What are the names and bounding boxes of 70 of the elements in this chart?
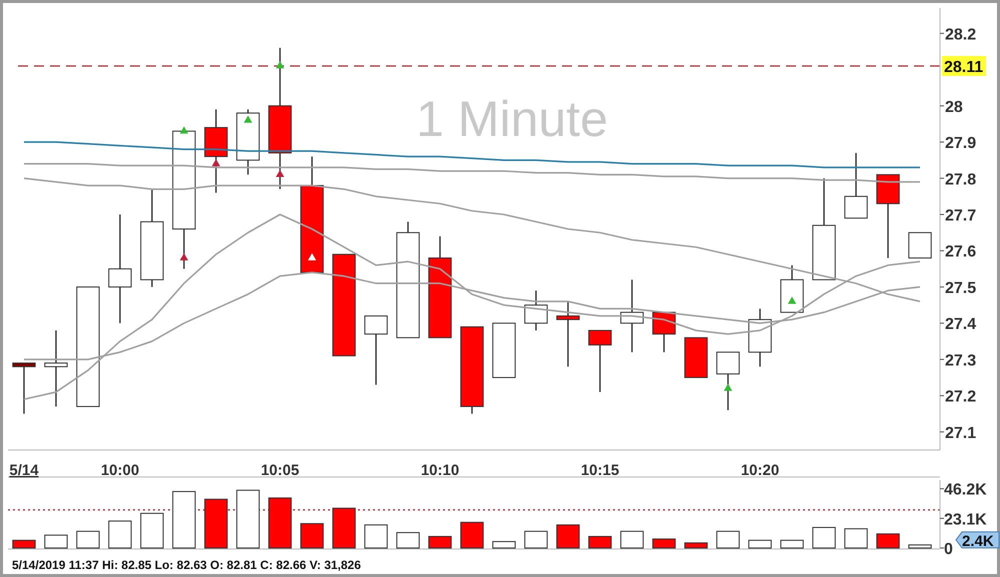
bar	[844, 528, 868, 548]
bar	[236, 490, 260, 548]
y-tick-label: 27.8	[945, 171, 976, 188]
bar	[364, 524, 388, 548]
y-tick-label: 27.6	[945, 244, 976, 261]
y-tick-label: 27.5	[945, 280, 976, 297]
point	[180, 253, 188, 260]
bar	[108, 520, 132, 548]
bar	[140, 512, 164, 548]
point	[276, 170, 284, 178]
bar	[300, 523, 324, 548]
y-tick-label: 27.4	[945, 316, 976, 334]
bar	[652, 538, 676, 548]
point	[180, 126, 188, 134]
candlestick	[588, 330, 612, 393]
x-tick-label: 10:10	[420, 462, 460, 479]
candlestick	[844, 152, 868, 219]
x-tick-label: 10:00	[100, 462, 140, 479]
bar	[332, 508, 356, 548]
bar	[492, 541, 516, 548]
y-tick-label: 23.1K	[944, 511, 988, 528]
bar	[428, 536, 452, 548]
x-tick-label: 10:15	[580, 462, 620, 479]
y-tick-label: 28	[945, 98, 963, 116]
bar	[684, 542, 708, 548]
bar	[620, 530, 644, 548]
candlestick	[556, 300, 580, 368]
candlestick	[364, 315, 388, 386]
candlestick	[716, 352, 740, 411]
bar	[588, 536, 612, 548]
x-tick-label: 5/14	[9, 462, 40, 479]
y-tick-label: 27.9	[945, 135, 976, 152]
point	[276, 61, 284, 68]
bar	[396, 532, 420, 548]
bar	[76, 530, 100, 548]
y-tick-label: 27.2	[945, 388, 976, 406]
text: 5/14/2019 11:37 Hi: 82.85 Lo: 82.63 O: 82.81 C: 82.66 V: 31,826	[12, 558, 362, 572]
point	[212, 158, 220, 166]
bar	[460, 522, 484, 548]
candlestick	[108, 214, 132, 324]
ref-line-label: 28.11	[944, 58, 984, 76]
candlestick	[524, 290, 548, 332]
point	[244, 116, 252, 123]
y-tick-label: 28.2	[945, 26, 976, 44]
bar	[524, 530, 548, 548]
bar	[204, 498, 228, 548]
bar	[780, 540, 804, 548]
bar	[12, 540, 36, 548]
y-tick-label: 0	[944, 541, 953, 558]
bar	[812, 526, 836, 548]
candlestick	[44, 330, 68, 408]
bar	[748, 540, 772, 548]
bar	[268, 497, 292, 548]
bar	[556, 524, 580, 548]
y-tick-label: 27.7	[945, 208, 976, 225]
x-tick-label: 10:20	[740, 462, 780, 479]
bar	[908, 544, 932, 548]
bar	[876, 533, 900, 548]
y-tick-label: 46.2K	[944, 482, 988, 499]
bar	[716, 530, 740, 548]
line-series	[23, 141, 921, 168]
y-tick-label: 27.1	[945, 424, 976, 442]
y-tick-label: 27.3	[945, 352, 976, 370]
text: 2.4K	[962, 532, 994, 550]
candlestick	[12, 362, 36, 414]
bar	[44, 534, 68, 548]
point	[308, 253, 316, 260]
point	[724, 384, 732, 391]
x-tick-label: 10:05	[260, 462, 300, 479]
bar	[172, 491, 196, 548]
